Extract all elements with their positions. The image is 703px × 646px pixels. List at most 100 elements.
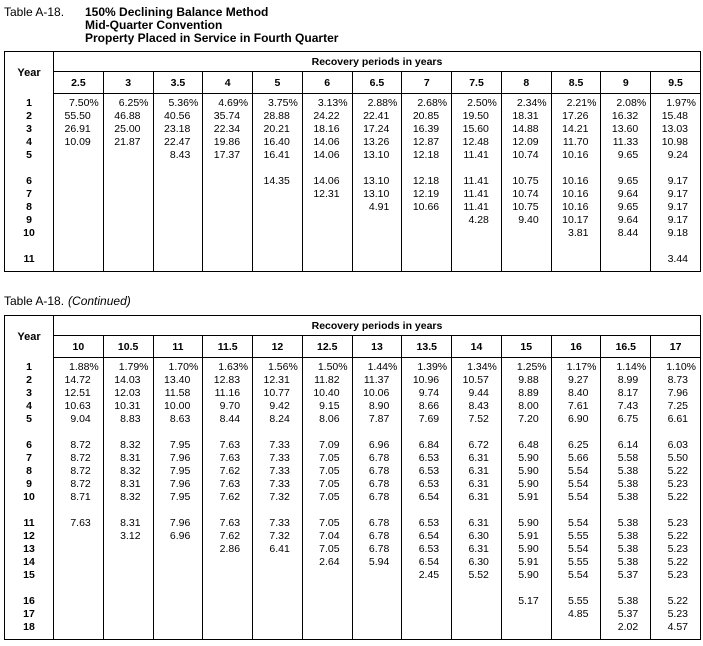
- value-cell: [102, 226, 154, 240]
- value-cell: 7.04: [301, 529, 353, 543]
- value-cell: [500, 425, 552, 439]
- value-cell: 5.22: [650, 529, 701, 543]
- spacer-cell: [401, 265, 452, 272]
- value-cell: 7.96: [152, 477, 203, 491]
- value-cell: [451, 239, 502, 253]
- value-cell: 6.96: [152, 529, 203, 543]
- value-cell: [152, 187, 203, 201]
- value-cell: 6.03: [650, 438, 701, 452]
- value-cell: 6.31: [451, 542, 502, 556]
- table1-title-line-2: Mid-Quarter Convention: [85, 18, 223, 32]
- value-cell: 5.91: [500, 490, 552, 504]
- value-cell: 14.35: [252, 174, 303, 188]
- value-cell: 40.56: [152, 109, 203, 123]
- value-cell: [351, 607, 402, 621]
- value-cell: [401, 620, 452, 634]
- value-cell: [152, 200, 203, 214]
- value-cell: 8.44: [202, 412, 253, 426]
- value-cell: 22.41: [351, 109, 402, 123]
- value-cell: 12.48: [451, 135, 502, 149]
- value-cell: 55.50: [53, 109, 104, 123]
- value-cell: [202, 425, 253, 439]
- year-column-header: Year: [17, 330, 41, 343]
- value-cell: 13.03: [650, 122, 701, 136]
- value-cell: [650, 239, 701, 253]
- value-cell: 7.20: [500, 412, 552, 426]
- year-cell: 4: [26, 135, 32, 148]
- table-row-year-15: 15 2.45 5.52 5.90 5.54 5.37 5.23: [5, 568, 701, 582]
- value-cell: [600, 503, 651, 517]
- value-cell: [53, 503, 104, 517]
- value-cell: 4.57: [650, 620, 701, 634]
- spacer-cell: [301, 633, 353, 640]
- value-cell: [53, 148, 104, 162]
- value-cell: 6.41: [252, 542, 303, 556]
- value-cell: [351, 568, 402, 582]
- value-cell: 12.18: [401, 174, 452, 188]
- value-cell: 6.53: [401, 516, 452, 530]
- value-cell: [53, 620, 104, 634]
- table-row-year-4: 4 10.09 21.87 22.47 19.86 16.40 14.06 13.26 12.8…: [5, 135, 701, 149]
- value-cell: 5.54: [550, 542, 601, 556]
- value-cell: 12.03: [102, 386, 154, 400]
- value-cell: [102, 200, 154, 214]
- value-cell: [202, 252, 253, 266]
- spacer-row: [5, 503, 701, 517]
- value-cell: 7.05: [301, 490, 353, 504]
- table-row-year-14: 14 2.64 5.94 6.54 6.30 5.91 5.55 5.38 5.22: [5, 555, 701, 569]
- value-cell: [152, 226, 203, 240]
- value-cell: [401, 226, 452, 240]
- spacer-cell: [650, 633, 701, 640]
- value-cell: [202, 607, 253, 621]
- value-cell: [252, 200, 303, 214]
- spacer-cell: [600, 265, 651, 272]
- value-cell: 9.04: [53, 412, 104, 426]
- value-cell: [301, 568, 353, 582]
- value-cell: 6.30: [451, 529, 502, 543]
- value-cell: 1.56%: [252, 357, 303, 374]
- year-cell: 16: [23, 594, 35, 607]
- value-cell: 1.34%: [451, 357, 502, 374]
- value-cell: 5.38: [600, 555, 651, 569]
- value-cell: 6.30: [451, 555, 502, 569]
- value-cell: [202, 174, 253, 188]
- value-cell: 8.06: [301, 412, 353, 426]
- spacer-cell: [202, 633, 253, 640]
- value-cell: 5.36%: [152, 93, 203, 110]
- header-row-columns: 10 10.5 11 11.5 12 12.5 13 13.5 14 15 16 16.5 17: [5, 335, 701, 358]
- value-cell: [451, 607, 502, 621]
- value-cell: 14.21: [550, 122, 601, 136]
- value-cell: 9.88: [500, 373, 552, 387]
- value-cell: 6.78: [351, 477, 402, 491]
- bottom-spacer-row: [5, 265, 701, 272]
- value-cell: [252, 568, 303, 582]
- value-cell: 5.90: [500, 542, 552, 556]
- value-cell: [500, 226, 552, 240]
- value-cell: 9.17: [650, 200, 701, 214]
- value-cell: 13.10: [351, 174, 402, 188]
- value-cell: 16.32: [600, 109, 651, 123]
- value-cell: 14.06: [301, 148, 353, 162]
- value-cell: 7.50%: [53, 93, 104, 110]
- recovery-period-column-header: 7.5: [451, 71, 502, 94]
- value-cell: [500, 252, 552, 266]
- value-cell: 21.87: [102, 135, 154, 149]
- value-cell: [53, 161, 104, 175]
- value-cell: 11.41: [451, 148, 502, 162]
- value-cell: [152, 174, 203, 188]
- value-cell: 5.17: [500, 594, 552, 608]
- value-cell: [202, 226, 253, 240]
- value-cell: [252, 226, 303, 240]
- spacer-cell: [451, 633, 502, 640]
- value-cell: 1.17%: [550, 357, 601, 374]
- value-cell: [650, 161, 701, 175]
- year-cell: 3: [26, 386, 32, 399]
- spacer-cell: [252, 265, 303, 272]
- value-cell: [152, 503, 203, 517]
- value-cell: 1.97%: [650, 93, 701, 110]
- value-cell: 3.75%: [252, 93, 303, 110]
- spacer-cell: [102, 633, 154, 640]
- value-cell: 1.25%: [500, 357, 552, 374]
- value-cell: 13.60: [600, 122, 651, 136]
- value-cell: [451, 581, 502, 595]
